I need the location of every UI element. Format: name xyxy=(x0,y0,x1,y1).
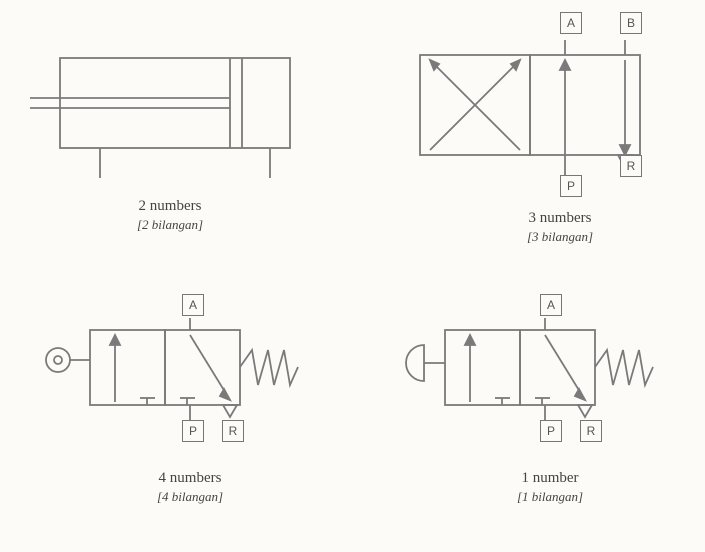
port-a-box: A xyxy=(560,12,582,34)
valve-roller-subtitle: [4 bilangan] xyxy=(120,489,260,505)
valve-5-2-caption: 3 numbers [3 bilangan] xyxy=(490,210,630,245)
button-port-p: P xyxy=(540,420,562,442)
valve-5-2-title: 3 numbers xyxy=(490,210,630,227)
roller-port-a: A xyxy=(182,294,204,316)
valve-5-2-svg xyxy=(400,10,690,210)
valve-5-2-symbol xyxy=(400,10,690,210)
cylinder-title: 2 numbers xyxy=(100,198,240,215)
valve-roller-title: 4 numbers xyxy=(120,470,260,487)
port-r-label: R xyxy=(627,159,636,173)
cylinder-svg xyxy=(30,38,310,188)
port-b-box: B xyxy=(620,12,642,34)
port-r-box: R xyxy=(620,155,642,177)
port-b-label: B xyxy=(627,16,635,30)
port-a-label: A xyxy=(567,16,575,30)
cylinder-subtitle: [2 bilangan] xyxy=(100,217,240,233)
valve-5-2-subtitle: [3 bilangan] xyxy=(490,229,630,245)
port-p-label: P xyxy=(567,179,575,193)
button-port-a: A xyxy=(540,294,562,316)
valve-roller-caption: 4 numbers [4 bilangan] xyxy=(120,470,260,505)
valve-button-title: 1 number xyxy=(480,470,620,487)
roller-port-p: P xyxy=(182,420,204,442)
cylinder-caption: 2 numbers [2 bilangan] xyxy=(100,198,240,233)
port-p-box: P xyxy=(560,175,582,197)
button-port-r: R xyxy=(580,420,602,442)
valve-button-caption: 1 number [1 bilangan] xyxy=(480,470,620,505)
cylinder-symbol xyxy=(30,38,310,188)
roller-port-r: R xyxy=(222,420,244,442)
valve-button-subtitle: [1 bilangan] xyxy=(480,489,620,505)
